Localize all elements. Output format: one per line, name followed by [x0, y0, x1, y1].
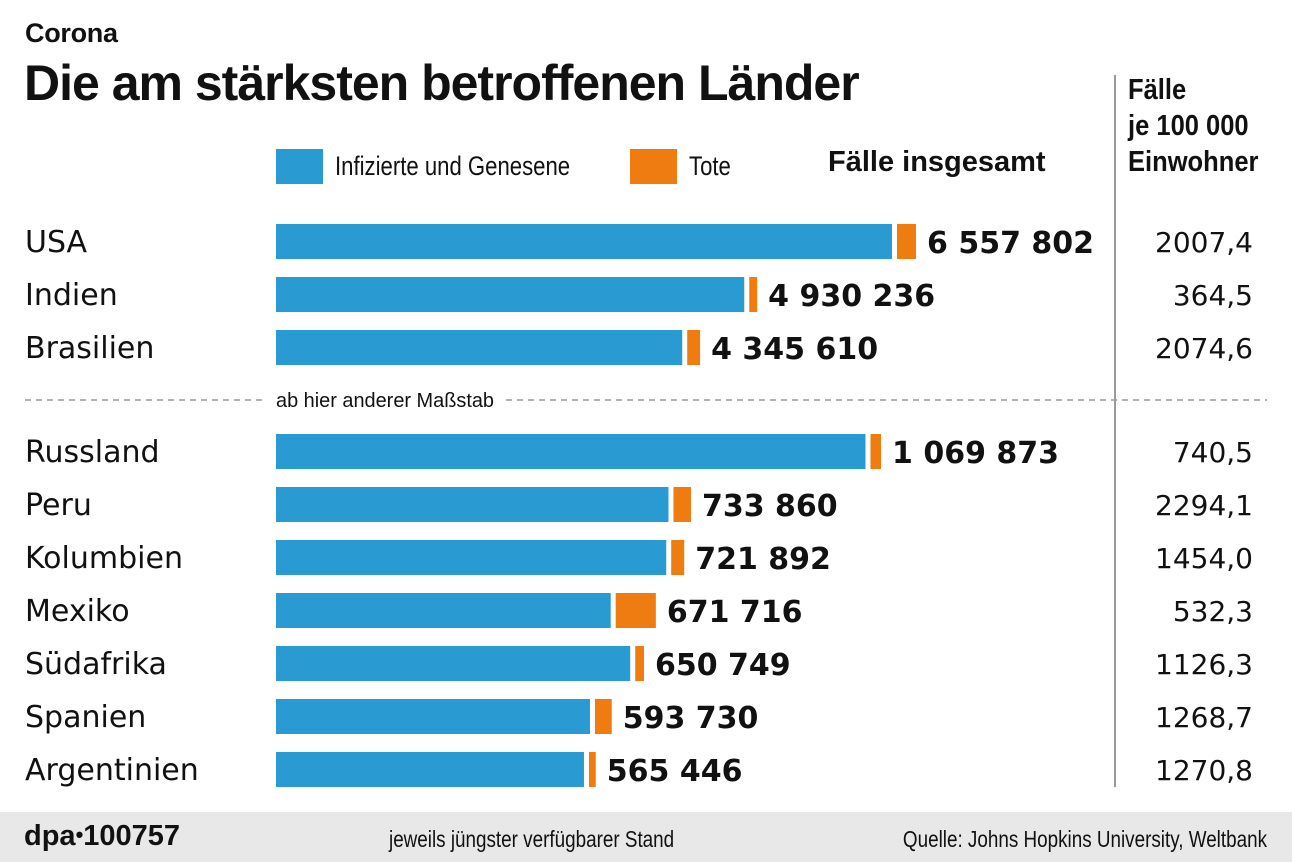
- bar-deaths: [671, 540, 685, 575]
- country-label: Spanien: [25, 700, 146, 735]
- bar-deaths: [635, 646, 644, 681]
- per-capita-value: 2074,6: [1155, 332, 1253, 365]
- legend: Infizierte und Genesene Tote: [276, 148, 740, 184]
- country-label: Russland: [25, 435, 160, 470]
- bar-deaths: [673, 487, 691, 522]
- country-label: Brasilien: [25, 331, 154, 366]
- bar-deaths: [749, 277, 758, 312]
- bar-infected: [276, 646, 631, 681]
- per-capita-heading-line: Einwohner: [1128, 146, 1259, 178]
- source-note: Quelle: Johns Hopkins University, Weltba…: [902, 826, 1267, 852]
- scale-break-note: ab hier anderer Maßstab: [276, 390, 494, 412]
- total-value-label: 593 730: [623, 701, 759, 736]
- bar-infected: [276, 699, 590, 734]
- graphic-id: 100757: [83, 820, 181, 852]
- country-label: Südafrika: [25, 647, 167, 682]
- per-capita-value: 740,5: [1173, 436, 1253, 469]
- bar-deaths: [687, 330, 701, 365]
- bar-infected: [276, 593, 611, 628]
- total-value-label: 6 557 802: [927, 226, 1094, 261]
- bar-infected: [276, 277, 745, 312]
- per-capita-heading-line: Fälle: [1128, 74, 1187, 106]
- per-capita-value: 1454,0: [1155, 542, 1253, 575]
- footer: dpa•100757 jeweils jüngster verfügbarer …: [0, 812, 1292, 862]
- country-label: Peru: [25, 488, 92, 523]
- bar-deaths: [588, 752, 596, 787]
- total-value-label: 733 860: [702, 489, 838, 524]
- legend-label-deaths: Tote: [689, 150, 731, 181]
- bar-deaths: [870, 434, 881, 469]
- chart-title: Die am stärksten betroffenen Länder: [24, 55, 860, 111]
- per-capita-value: 2007,4: [1155, 226, 1253, 259]
- total-value-label: 4 930 236: [768, 279, 935, 314]
- country-label: USA: [25, 225, 88, 260]
- legend-swatch-deaths: [630, 148, 677, 184]
- per-capita-value: 1270,8: [1155, 754, 1253, 787]
- country-label: Argentinien: [25, 753, 199, 788]
- country-label: Indien: [25, 278, 118, 313]
- legend-swatch-infected: [276, 148, 323, 184]
- bar-deaths: [615, 593, 656, 628]
- per-capita-column-heading: Fälle je 100 000 Einwohner: [1128, 72, 1258, 180]
- bar-infected: [276, 540, 667, 575]
- bar-infected: [276, 224, 892, 259]
- data-status-note: jeweils jüngster verfügbarer Stand: [389, 826, 675, 852]
- total-value-label: 721 892: [695, 542, 831, 577]
- bar-deaths: [896, 224, 916, 259]
- column-divider: [1114, 75, 1116, 787]
- per-capita-value: 1268,7: [1155, 701, 1253, 734]
- per-capita-value: 532,3: [1173, 595, 1253, 628]
- bar-chart: USA 6 557 802 2007,4 Indien 4 930 236 364,5 Br…: [25, 224, 1267, 789]
- total-value-label: 1 069 873: [892, 436, 1059, 471]
- dpa-logo: dpa•100757: [24, 820, 181, 852]
- bar-infected: [276, 434, 866, 469]
- chart-kicker: Corona: [25, 18, 118, 48]
- per-capita-heading-line: je 100 000: [1128, 110, 1249, 142]
- bar-deaths: [594, 699, 612, 734]
- per-capita-value: 1126,3: [1155, 648, 1253, 681]
- total-value-label: 565 446: [607, 754, 743, 789]
- total-value-label: 4 345 610: [711, 332, 878, 367]
- per-capita-value: 364,5: [1173, 279, 1253, 312]
- bar-infected: [276, 330, 683, 365]
- per-capita-value: 2294,1: [1155, 489, 1253, 522]
- country-label: Mexiko: [25, 594, 130, 629]
- bar-infected: [276, 487, 669, 522]
- total-value-label: 650 749: [655, 648, 791, 683]
- country-label: Kolumbien: [25, 541, 183, 576]
- total-column-heading: Fälle insgesamt: [828, 146, 1046, 178]
- legend-label-infected: Infizierte und Genesene: [335, 150, 571, 181]
- bar-infected: [276, 752, 584, 787]
- total-value-label: 671 716: [667, 595, 803, 630]
